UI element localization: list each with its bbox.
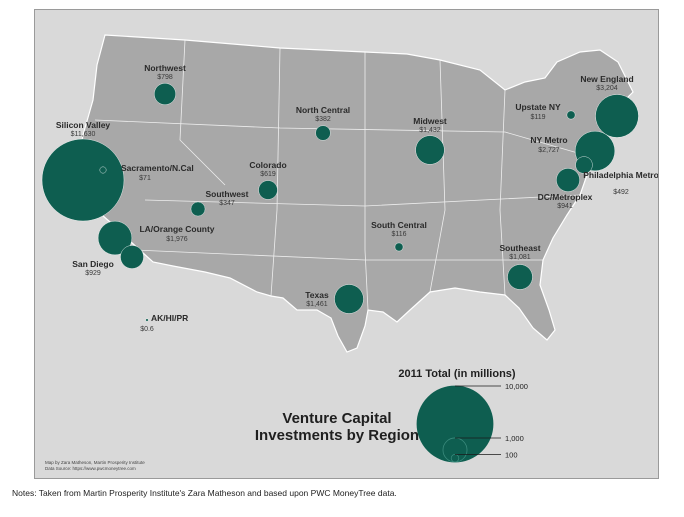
value-colorado: $619 <box>260 171 276 178</box>
value-texas: $1,461 <box>306 301 328 308</box>
label-north-central: North Central <box>296 105 350 115</box>
data-source: Data Source: https://www.pwcmoneytree.co… <box>45 466 136 471</box>
value-upstate-ny: $119 <box>530 114 545 121</box>
label-southwest: Southwest <box>206 189 249 199</box>
bubble-texas <box>334 284 364 314</box>
value-midwest: $1,432 <box>419 127 441 134</box>
label-san-diego: San Diego <box>72 259 114 269</box>
bubble-dc-metroplex <box>556 168 580 192</box>
value-new-england: $3,204 <box>596 85 618 92</box>
label-ny-metro: NY Metro <box>530 135 567 145</box>
bubble-northwest <box>154 83 176 105</box>
label-new-england: New England <box>580 74 633 84</box>
label-upstate-ny: Upstate NY <box>515 102 561 112</box>
value-sacramento-n-cal: $71 <box>139 175 151 182</box>
notes-text: Notes: Taken from Martin Prosperity Inst… <box>12 488 397 498</box>
bubble-san-diego <box>120 245 144 269</box>
label-midwest: Midwest <box>413 116 447 126</box>
label-layer: Silicon Valley$11,630 Sacramento/N.Cal $71… <box>56 63 659 333</box>
legend-label-10-000: 10,000 <box>505 382 528 391</box>
bubble-southwest <box>190 201 206 217</box>
bubble-sacramento-n-cal <box>99 166 107 174</box>
label-northwest: Northwest <box>144 63 186 73</box>
us-map: Silicon Valley$11,630 Sacramento/N.Cal $71… <box>41 34 659 471</box>
bubble-la-orange-county <box>97 220 133 256</box>
bubble-silicon-valley <box>41 138 125 222</box>
label-sacramento-n-cal: Sacramento/N.Cal <box>121 163 194 173</box>
bubble-midwest <box>415 135 445 165</box>
value-la-orange-county: $1,976 <box>166 236 188 243</box>
legend-title: 2011 Total (in millions) <box>398 368 515 380</box>
label-ak-hi-pr: AK/HI/PR <box>151 313 188 323</box>
label-texas: Texas <box>305 290 329 300</box>
label-dc-metroplex: DC/Metroplex <box>538 192 593 202</box>
bubble-upstate-ny <box>566 110 576 120</box>
map-credit: Map by Zara Matheson, Martin Prosperity … <box>45 460 145 465</box>
bubble-north-central <box>315 125 331 141</box>
value-north-central: $382 <box>315 116 331 123</box>
state-lines <box>94 39 596 311</box>
value-ak-hi-pr: $0.6 <box>140 326 154 333</box>
legend-label-1-000: 1,000 <box>505 434 524 443</box>
label-philadelphia-metro: Philadelphia Metro <box>583 170 659 180</box>
value-silicon-valley: $11,630 <box>71 131 96 138</box>
label-silicon-valley: Silicon Valley <box>56 120 111 130</box>
label-la-orange-county: LA/Orange County <box>139 224 214 234</box>
map-frame: Silicon Valley $11,630 Sacramento/N.Cal $71… <box>34 9 659 479</box>
value-dc-metroplex: $941 <box>557 203 573 210</box>
value-philadelphia-metro: $492 <box>613 189 629 196</box>
label-colorado: Colorado <box>249 160 286 170</box>
bubble-south-central <box>394 242 404 252</box>
bubble-new-england <box>595 94 639 138</box>
value-san-diego: $929 <box>85 270 101 277</box>
map-title-line2: Investments by Region <box>255 427 419 444</box>
label-south-central: South Central <box>371 220 427 230</box>
bubble-philadelphia-metro <box>575 156 593 174</box>
usa-landmass <box>76 34 634 353</box>
bubble-colorado <box>258 180 278 200</box>
value-south-central: $116 <box>391 231 406 238</box>
value-northwest: $798 <box>157 74 173 81</box>
value-southeast: $1,081 <box>509 254 531 261</box>
legend: 2011 Total (in millions) 10,000 1,000 100 <box>398 368 528 463</box>
map-title-line1: Venture Capital <box>282 410 391 427</box>
legend-label-100: 100 <box>505 450 518 459</box>
value-ny-metro: $2,727 <box>538 147 560 154</box>
bubble-layer <box>41 83 639 322</box>
value-southwest: $347 <box>219 200 235 207</box>
legend-circle-10-000 <box>416 385 494 463</box>
bubble-ak-hi-pr <box>145 318 149 322</box>
label-southeast: Southeast <box>499 243 540 253</box>
bubble-southeast <box>507 264 533 290</box>
